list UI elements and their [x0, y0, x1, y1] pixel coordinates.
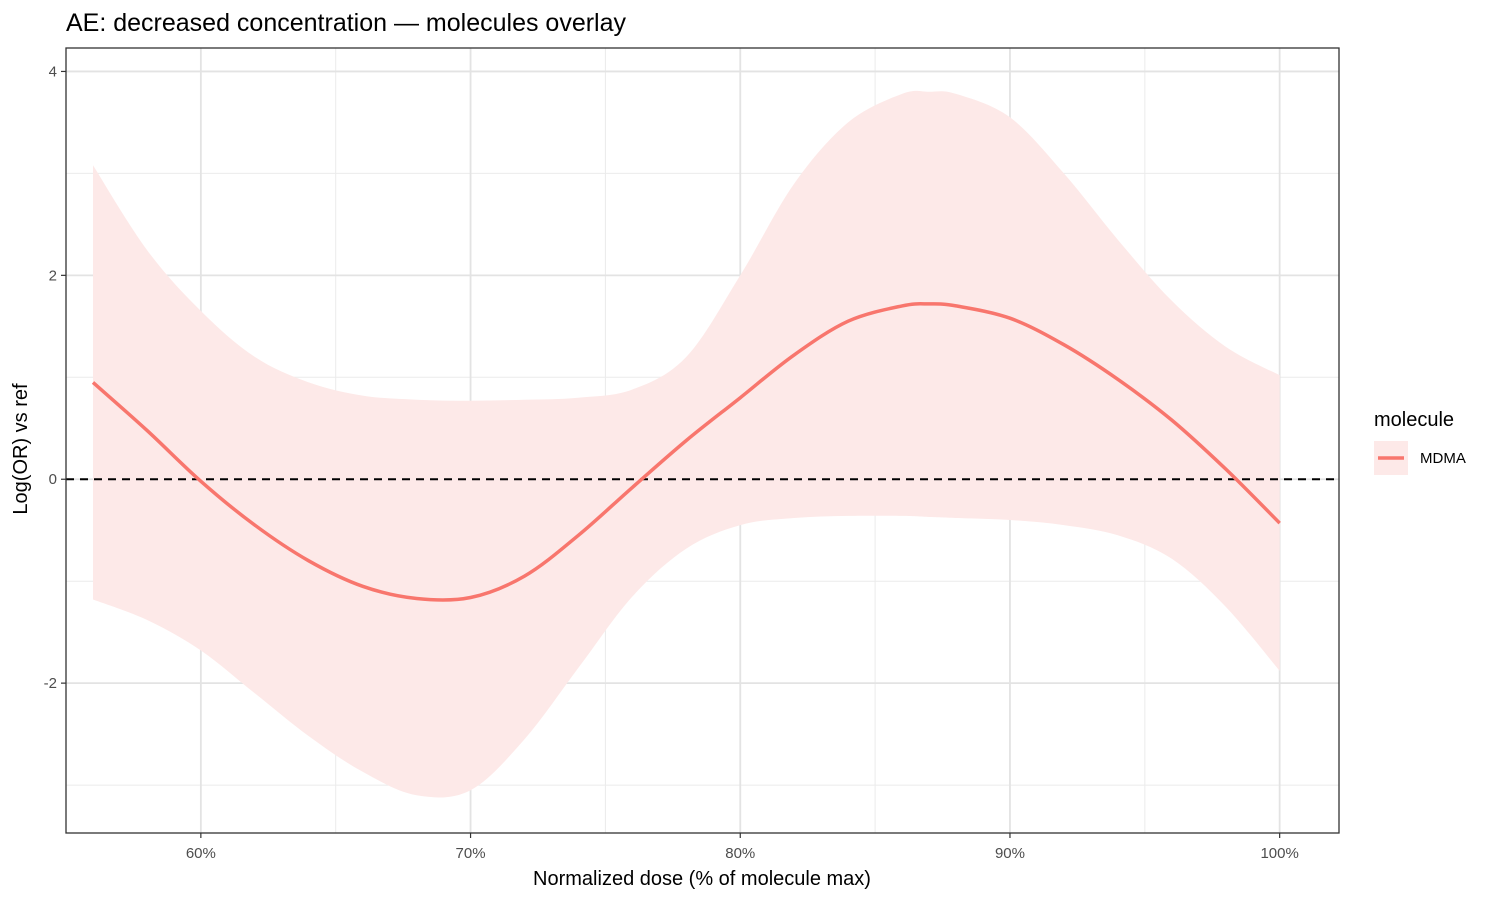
legend-title: molecule [1374, 409, 1454, 431]
y-tick-label: -2 [44, 675, 57, 692]
y-tick-label: 2 [49, 267, 57, 284]
y-tick-label: 4 [49, 63, 57, 80]
legend-label-mdma: MDMA [1420, 450, 1466, 467]
x-tick-label: 80% [725, 845, 755, 862]
x-tick-label: 70% [456, 845, 486, 862]
series-line-mdma [91, 302, 1281, 602]
x-tick-label: 100% [1260, 845, 1298, 862]
plot-panel: 60% 70% 80% 90% 100% -2 0 2 4 [44, 47, 1340, 862]
chart-title: AE: decreased concentration — molecules … [66, 9, 627, 37]
y-tick-label: 0 [49, 471, 57, 488]
x-tick-label: 90% [995, 845, 1025, 862]
x-tick-label: 60% [186, 845, 216, 862]
x-axis-title: Normalized dose (% of molecule max) [533, 868, 871, 890]
ci-ribbon-mdma [93, 90, 1280, 798]
legend: molecule MDMA [1374, 409, 1466, 475]
y-axis-title: Log(OR) vs ref [10, 383, 32, 515]
panel-border [65, 47, 1340, 834]
